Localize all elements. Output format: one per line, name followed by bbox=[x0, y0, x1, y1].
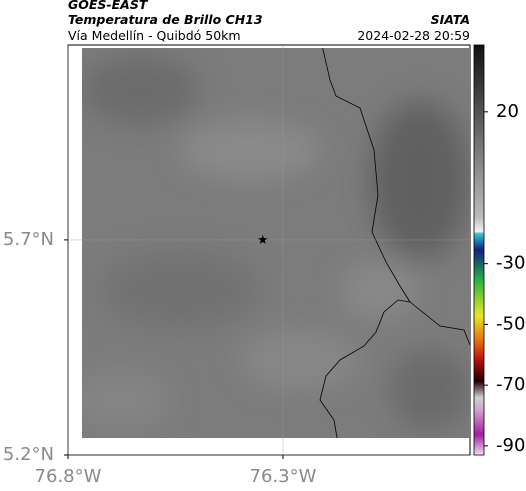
y-tick-label: 5.2°N bbox=[3, 444, 54, 465]
colorbar-label: 20 bbox=[496, 101, 519, 122]
location-marker bbox=[258, 234, 268, 244]
org: SIATA bbox=[431, 12, 470, 27]
region: Vía Medellín - Quibdó 50km bbox=[68, 28, 241, 43]
colorbar-label: -70 bbox=[496, 374, 525, 395]
x-tick-label: 76.8°W bbox=[35, 466, 102, 487]
source: GOES-EAST bbox=[68, 0, 149, 12]
x-tick-label: 76.3°W bbox=[250, 466, 317, 487]
product: Temperatura de Brillo CH13 bbox=[68, 12, 263, 27]
colorbar-label: -50 bbox=[496, 313, 525, 334]
colorbar-label: -90 bbox=[496, 435, 525, 456]
colorbar-label: -30 bbox=[496, 253, 525, 274]
satellite-image bbox=[82, 48, 470, 438]
colorbar bbox=[473, 44, 485, 456]
datetime: 2024-02-28 20:59 bbox=[357, 28, 470, 43]
y-tick-label: 5.7°N bbox=[3, 229, 54, 250]
